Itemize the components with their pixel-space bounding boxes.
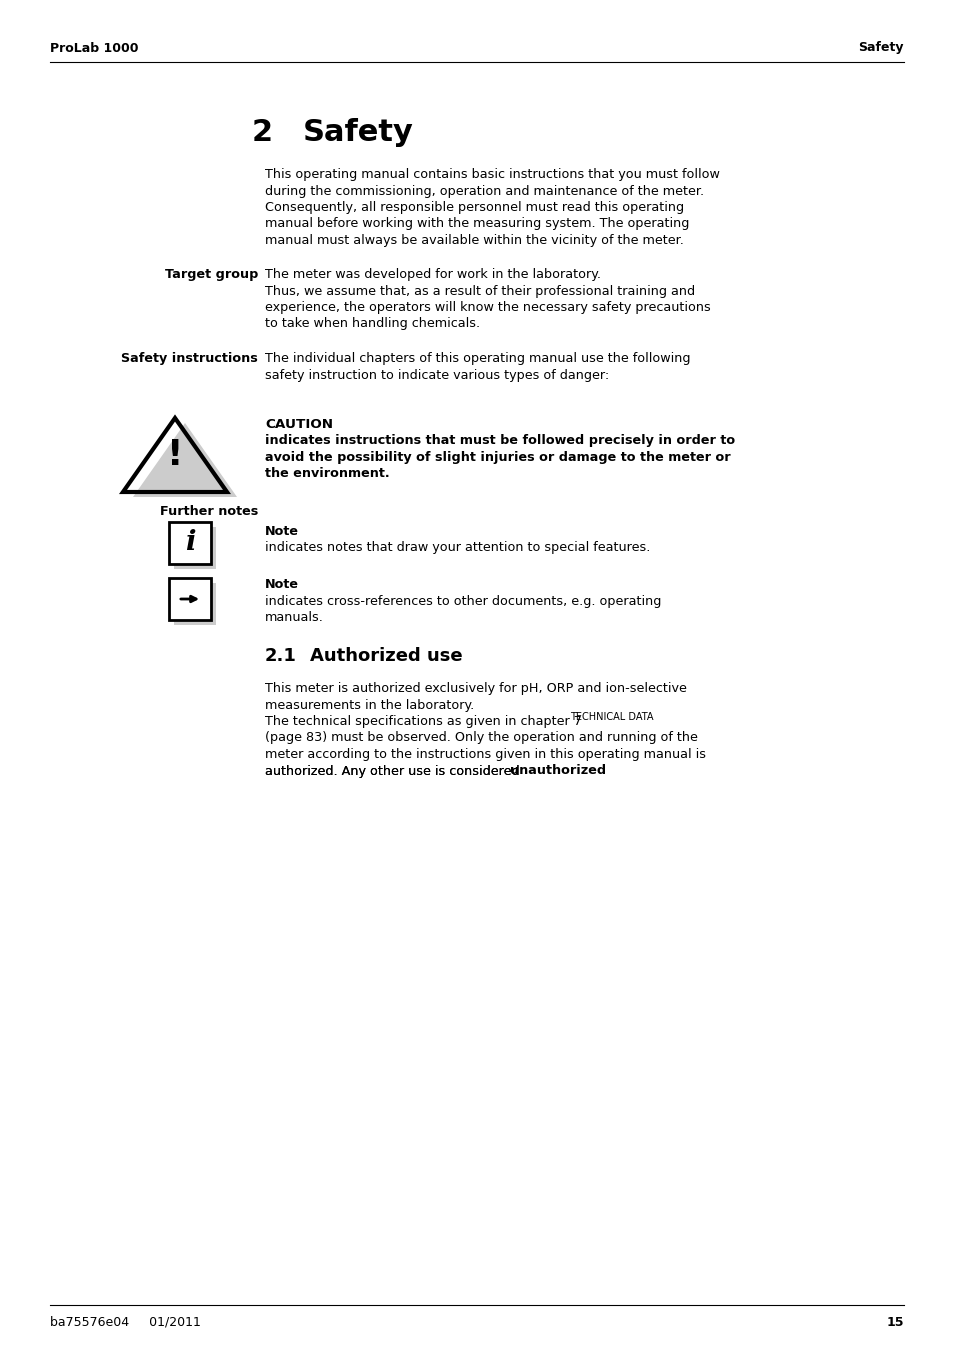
- Text: measurements in the laboratory.: measurements in the laboratory.: [265, 698, 474, 712]
- Text: safety instruction to indicate various types of danger:: safety instruction to indicate various t…: [265, 369, 609, 381]
- Text: authorized. Any other use is considered: authorized. Any other use is considered: [265, 765, 523, 777]
- Text: Note: Note: [265, 526, 298, 538]
- Text: avoid the possibility of slight injuries or damage to the meter or: avoid the possibility of slight injuries…: [265, 450, 730, 463]
- Text: (page 83) must be observed. Only the operation and running of the: (page 83) must be observed. Only the ope…: [265, 731, 698, 744]
- Text: 2: 2: [252, 118, 273, 147]
- Text: The meter was developed for work in the laboratory.: The meter was developed for work in the …: [265, 267, 600, 281]
- Text: Safety: Safety: [303, 118, 414, 147]
- Text: .: .: [581, 765, 585, 777]
- Bar: [169, 578, 211, 620]
- Text: indicates notes that draw your attention to special features.: indicates notes that draw your attention…: [265, 542, 650, 554]
- Text: This operating manual contains basic instructions that you must follow: This operating manual contains basic ins…: [265, 168, 720, 181]
- Text: the environment.: the environment.: [265, 467, 389, 480]
- Text: !: !: [167, 438, 183, 471]
- Text: to take when handling chemicals.: to take when handling chemicals.: [265, 317, 479, 331]
- Text: The technical specifications as given in chapter 7: The technical specifications as given in…: [265, 715, 585, 728]
- Text: Safety: Safety: [858, 42, 903, 54]
- Text: Authorized use: Authorized use: [310, 647, 462, 665]
- Text: manual before working with the measuring system. The operating: manual before working with the measuring…: [265, 218, 689, 231]
- Text: This meter is authorized exclusively for pH, ORP and ion-selective: This meter is authorized exclusively for…: [265, 682, 686, 694]
- Text: TECHNICAL DATA: TECHNICAL DATA: [569, 712, 653, 721]
- Text: experience, the operators will know the necessary safety precautions: experience, the operators will know the …: [265, 301, 710, 313]
- Bar: [169, 521, 211, 563]
- Text: indicates instructions that must be followed precisely in order to: indicates instructions that must be foll…: [265, 434, 735, 447]
- Text: manuals.: manuals.: [265, 611, 323, 624]
- Text: The individual chapters of this operating manual use the following: The individual chapters of this operatin…: [265, 353, 690, 365]
- Text: Note: Note: [265, 578, 298, 590]
- Text: ba75576e04     01/2011: ba75576e04 01/2011: [50, 1316, 201, 1328]
- Text: ProLab 1000: ProLab 1000: [50, 42, 138, 54]
- Text: 15: 15: [885, 1316, 903, 1328]
- Text: unauthorized: unauthorized: [510, 765, 605, 777]
- Polygon shape: [132, 423, 236, 497]
- Text: 2.1: 2.1: [265, 647, 296, 665]
- Text: Thus, we assume that, as a result of their professional training and: Thus, we assume that, as a result of the…: [265, 285, 695, 297]
- Text: Target group: Target group: [165, 267, 257, 281]
- Bar: [173, 527, 215, 569]
- Text: indicates cross-references to other documents, e.g. operating: indicates cross-references to other docu…: [265, 594, 660, 608]
- Text: CAUTION: CAUTION: [265, 417, 333, 431]
- Bar: [173, 584, 215, 626]
- Text: manual must always be available within the vicinity of the meter.: manual must always be available within t…: [265, 234, 683, 247]
- Text: Safety instructions: Safety instructions: [121, 353, 257, 365]
- Text: during the commissioning, operation and maintenance of the meter.: during the commissioning, operation and …: [265, 185, 703, 197]
- Text: Further notes: Further notes: [159, 505, 257, 517]
- Text: meter according to the instructions given in this operating manual is: meter according to the instructions give…: [265, 748, 705, 761]
- Text: Consequently, all responsible personnel must read this operating: Consequently, all responsible personnel …: [265, 201, 683, 213]
- Text: authorized. Any other use is considered: authorized. Any other use is considered: [265, 765, 523, 777]
- Text: i: i: [185, 530, 195, 557]
